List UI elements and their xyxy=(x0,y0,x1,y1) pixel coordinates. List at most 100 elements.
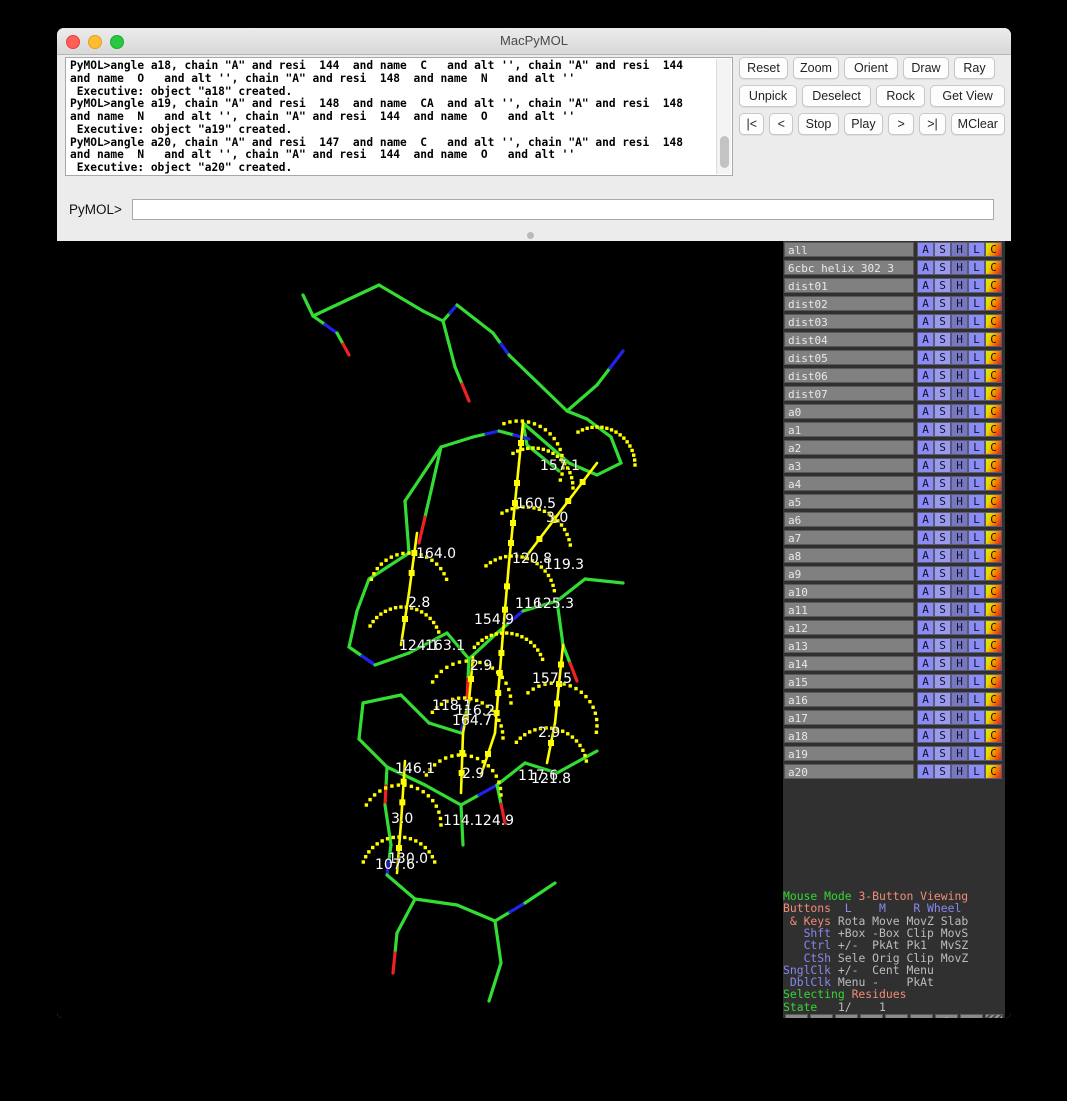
object-row[interactable]: a13 A S H L C xyxy=(783,637,1005,655)
object-toggle-l[interactable]: L xyxy=(968,422,985,437)
object-row[interactable]: dist05 A S H L C xyxy=(783,349,1005,367)
object-toggle-l[interactable]: L xyxy=(968,692,985,707)
object-name[interactable]: a0 xyxy=(784,404,914,419)
object-name[interactable]: a4 xyxy=(784,476,914,491)
object-toggle-h[interactable]: H xyxy=(951,404,968,419)
ray-button[interactable]: Ray xyxy=(954,57,995,79)
object-toggle-s[interactable]: S xyxy=(934,620,951,635)
object-toggle-h[interactable]: H xyxy=(951,278,968,293)
object-name[interactable]: a2 xyxy=(784,440,914,455)
object-name[interactable]: a13 xyxy=(784,638,914,653)
object-toggle-c[interactable]: C xyxy=(985,458,1002,473)
object-row[interactable]: dist04 A S H L C xyxy=(783,331,1005,349)
object-toggle-c[interactable]: C xyxy=(985,764,1002,779)
object-toggle-s[interactable]: S xyxy=(934,512,951,527)
object-row[interactable]: a18 A S H L C xyxy=(783,727,1005,745)
object-toggle-l[interactable]: L xyxy=(968,710,985,725)
object-row[interactable]: a17 A S H L C xyxy=(783,709,1005,727)
object-toggle-s[interactable]: S xyxy=(934,260,951,275)
object-toggle-l[interactable]: L xyxy=(968,656,985,671)
object-name[interactable]: a10 xyxy=(784,584,914,599)
object-toggle-c[interactable]: C xyxy=(985,332,1002,347)
object-toggle-a[interactable]: A xyxy=(917,638,934,653)
object-toggle-c[interactable]: C xyxy=(985,746,1002,761)
object-toggle-l[interactable]: L xyxy=(968,386,985,401)
object-toggle-l[interactable]: L xyxy=(968,746,985,761)
object-toggle-s[interactable]: S xyxy=(934,278,951,293)
mouse-mode-header[interactable]: Mouse Mode 3-Button Viewing xyxy=(783,890,1005,902)
object-toggle-a[interactable]: A xyxy=(917,674,934,689)
object-toggle-l[interactable]: L xyxy=(968,440,985,455)
object-toggle-a[interactable]: A xyxy=(917,728,934,743)
object-name[interactable]: a1 xyxy=(784,422,914,437)
object-toggle-c[interactable]: C xyxy=(985,656,1002,671)
next-frame-icon[interactable]: ▸ xyxy=(885,1014,908,1018)
object-toggle-h[interactable]: H xyxy=(951,422,968,437)
object-toggle-s[interactable]: S xyxy=(934,332,951,347)
object-toggle-s[interactable]: S xyxy=(934,746,951,761)
object-toggle-h[interactable]: H xyxy=(951,710,968,725)
object-row[interactable]: a9 A S H L C xyxy=(783,565,1005,583)
object-toggle-h[interactable]: H xyxy=(951,296,968,311)
object-toggle-h[interactable]: H xyxy=(951,440,968,455)
play-icon[interactable]: ▶ xyxy=(860,1014,883,1018)
object-toggle-l[interactable]: L xyxy=(968,584,985,599)
object-row[interactable]: a10 A S H L C xyxy=(783,583,1005,601)
console-scrollbar[interactable] xyxy=(716,59,731,174)
object-toggle-a[interactable]: A xyxy=(917,548,934,563)
object-toggle-s[interactable]: S xyxy=(934,422,951,437)
object-toggle-a[interactable]: A xyxy=(917,296,934,311)
zoom-button[interactable]: Zoom xyxy=(793,57,839,79)
object-toggle-h[interactable]: H xyxy=(951,548,968,563)
object-row[interactable]: a5 A S H L C xyxy=(783,493,1005,511)
object-name[interactable]: a9 xyxy=(784,566,914,581)
object-toggle-l[interactable]: L xyxy=(968,278,985,293)
object-row[interactable]: dist02 A S H L C xyxy=(783,295,1005,313)
object-row[interactable]: a7 A S H L C xyxy=(783,529,1005,547)
object-toggle-a[interactable]: A xyxy=(917,584,934,599)
object-toggle-c[interactable]: C xyxy=(985,710,1002,725)
menu-down-icon[interactable]: ▼ xyxy=(960,1014,983,1018)
movie-first-button[interactable]: |< xyxy=(739,113,765,135)
object-toggle-s[interactable]: S xyxy=(934,440,951,455)
movie-last-button[interactable]: >| xyxy=(919,113,946,135)
object-name[interactable]: a12 xyxy=(784,620,914,635)
object-toggle-s[interactable]: S xyxy=(934,386,951,401)
object-name[interactable]: a3 xyxy=(784,458,914,473)
object-row[interactable]: all A S H L C xyxy=(783,241,1005,259)
object-row[interactable]: 6cbc_helix_302_3 A S H L C xyxy=(783,259,1005,277)
object-toggle-c[interactable]: C xyxy=(985,278,1002,293)
object-toggle-h[interactable]: H xyxy=(951,512,968,527)
object-name[interactable]: dist03 xyxy=(784,314,914,329)
object-toggle-a[interactable]: A xyxy=(917,350,934,365)
object-row[interactable]: dist03 A S H L C xyxy=(783,313,1005,331)
object-name[interactable]: dist04 xyxy=(784,332,914,347)
object-name[interactable]: a17 xyxy=(784,710,914,725)
object-toggle-s[interactable]: S xyxy=(934,242,951,257)
object-toggle-s[interactable]: S xyxy=(934,548,951,563)
object-row[interactable]: a11 A S H L C xyxy=(783,601,1005,619)
zoom-icon[interactable] xyxy=(110,35,124,49)
object-toggle-a[interactable]: A xyxy=(917,602,934,617)
object-toggle-h[interactable]: H xyxy=(951,584,968,599)
object-name[interactable]: a5 xyxy=(784,494,914,509)
object-toggle-a[interactable]: A xyxy=(917,710,934,725)
object-row[interactable]: dist06 A S H L C xyxy=(783,367,1005,385)
movie-prev-button[interactable]: < xyxy=(769,113,794,135)
object-toggle-c[interactable]: C xyxy=(985,602,1002,617)
object-toggle-h[interactable]: H xyxy=(951,458,968,473)
close-icon[interactable] xyxy=(66,35,80,49)
object-row[interactable]: a4 A S H L C xyxy=(783,475,1005,493)
unpick-button[interactable]: Unpick xyxy=(739,85,798,107)
object-toggle-l[interactable]: L xyxy=(968,566,985,581)
object-toggle-h[interactable]: H xyxy=(951,728,968,743)
object-toggle-c[interactable]: C xyxy=(985,530,1002,545)
object-toggle-l[interactable]: L xyxy=(968,476,985,491)
object-toggle-c[interactable]: C xyxy=(985,476,1002,491)
movie-stop-button[interactable]: Stop xyxy=(798,113,839,135)
object-toggle-a[interactable]: A xyxy=(917,368,934,383)
settings-icon[interactable]: S xyxy=(935,1014,958,1018)
object-toggle-l[interactable]: L xyxy=(968,548,985,563)
object-row[interactable]: a2 A S H L C xyxy=(783,439,1005,457)
object-toggle-h[interactable]: H xyxy=(951,764,968,779)
